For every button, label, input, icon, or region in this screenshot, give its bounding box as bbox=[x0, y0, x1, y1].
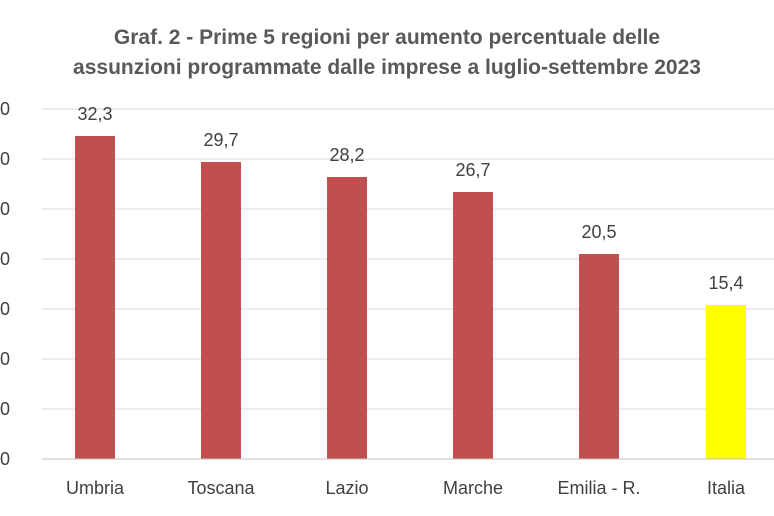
data-label: 20,5 bbox=[581, 222, 616, 242]
bar-italia bbox=[706, 305, 746, 459]
bar-lazio bbox=[327, 177, 367, 459]
category-label: Umbria bbox=[66, 478, 125, 498]
data-label: 26,7 bbox=[455, 160, 490, 180]
bar-marche bbox=[453, 192, 493, 459]
y-tick-label: 0 bbox=[0, 149, 10, 169]
y-tick-label: 0 bbox=[0, 249, 10, 269]
chart-title-line-1: Graf. 2 - Prime 5 regioni per aumento pe… bbox=[114, 26, 660, 49]
bar-toscana bbox=[201, 162, 241, 459]
bar-emilia-r bbox=[579, 254, 619, 459]
y-tick-label: 0 bbox=[0, 199, 10, 219]
category-label: Emilia - R. bbox=[557, 478, 640, 498]
category-label: Toscana bbox=[187, 478, 255, 498]
bar-umbria bbox=[75, 136, 115, 459]
category-label: Lazio bbox=[325, 478, 368, 498]
category-labels: Umbria Toscana Lazio Marche Emilia - R. Itali… bbox=[66, 478, 746, 498]
y-tick-label: 0 bbox=[0, 99, 10, 119]
data-label: 15,4 bbox=[708, 273, 743, 293]
y-tick-label: 0 bbox=[0, 299, 10, 319]
y-tick-label: 0 bbox=[0, 399, 10, 419]
gridlines bbox=[42, 108, 774, 410]
bars bbox=[75, 136, 746, 459]
y-tick-label: 0 bbox=[0, 449, 10, 469]
data-label: 32,3 bbox=[77, 104, 112, 124]
data-labels: 32,3 29,7 28,2 26,7 20,5 15,4 bbox=[77, 104, 743, 293]
chart-title-line-2: assunzioni programmate dalle imprese a l… bbox=[73, 56, 701, 79]
category-label: Italia bbox=[707, 478, 746, 498]
y-axis-ticks: 0 0 0 0 0 0 0 0 bbox=[0, 99, 10, 469]
data-label: 28,2 bbox=[329, 145, 364, 165]
category-label: Marche bbox=[443, 478, 503, 498]
y-tick-label: 0 bbox=[0, 349, 10, 369]
data-label: 29,7 bbox=[203, 130, 238, 150]
